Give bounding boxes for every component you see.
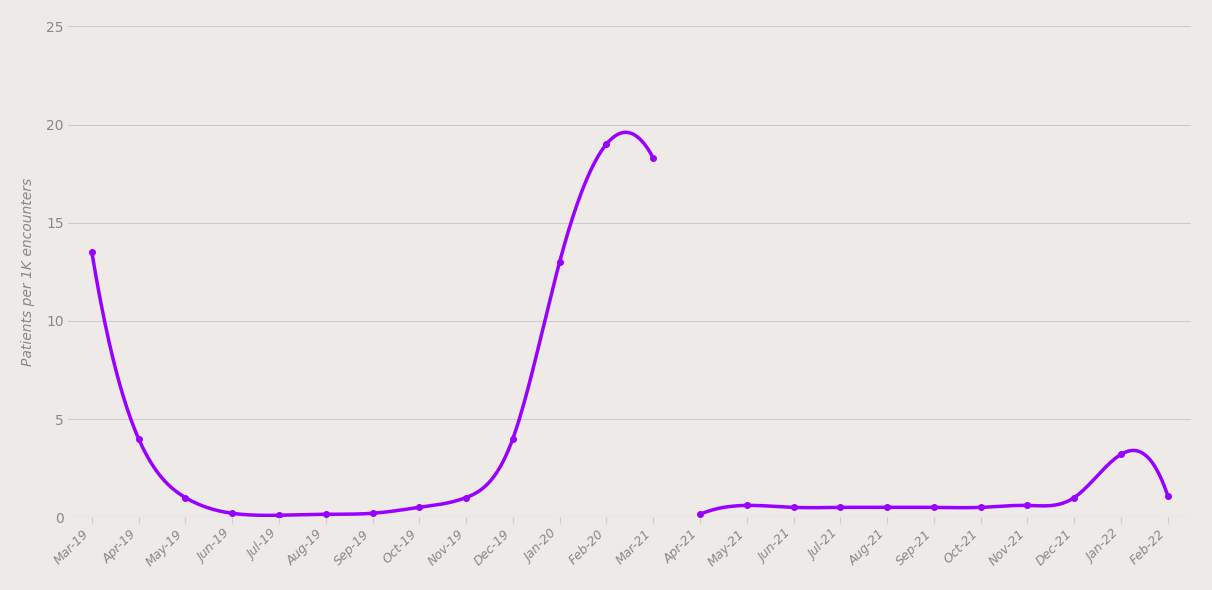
Y-axis label: Patients per 1K encounters: Patients per 1K encounters	[21, 178, 35, 366]
